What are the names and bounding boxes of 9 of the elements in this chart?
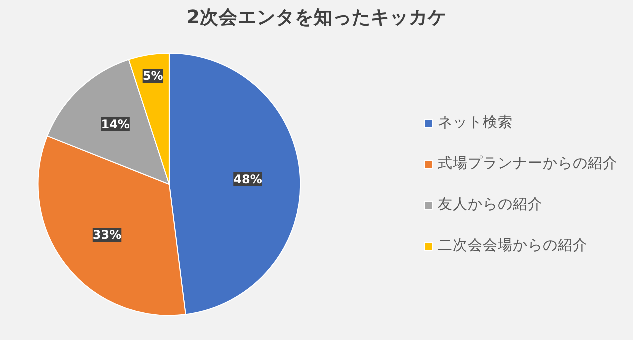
data-label: 5% [142, 69, 164, 84]
legend-label: 友人からの紹介 [438, 195, 543, 214]
data-label: 14% [101, 117, 130, 132]
legend-label: ネット検索 [438, 113, 513, 132]
chart-title: 2次会エンタを知ったキッカケ [187, 8, 447, 28]
legend-label: 式場プランナーからの紹介 [438, 154, 618, 173]
data-label: 33% [92, 228, 122, 242]
data-label: 48% [234, 172, 262, 186]
legend-label: 二次会会場からの紹介 [438, 236, 588, 255]
